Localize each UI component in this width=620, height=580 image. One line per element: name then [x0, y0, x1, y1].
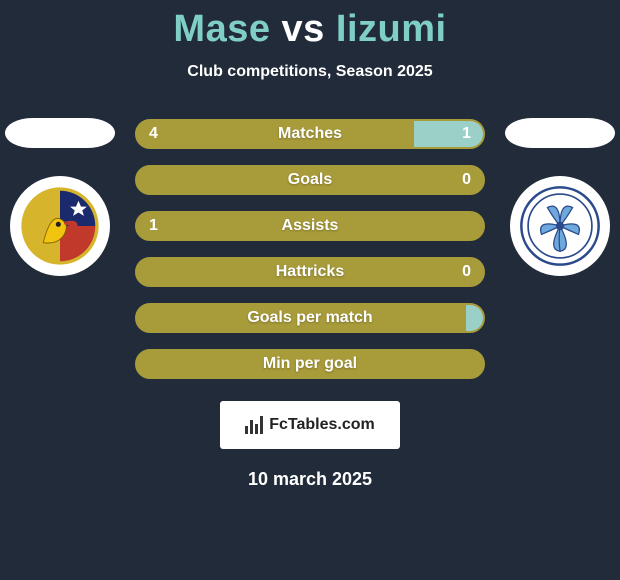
stats-container: 4 Matches 1 Goals 0 1 Assists Hattricks …: [135, 119, 485, 379]
stat-label: Goals: [137, 167, 483, 193]
stat-value-left: 4: [149, 121, 158, 147]
stat-label: Min per goal: [137, 351, 483, 377]
stat-value-left: 1: [149, 213, 158, 239]
mito-hollyhock-crest-icon: [518, 184, 602, 268]
watermark: FcTables.com: [220, 401, 400, 449]
stat-label: Matches: [137, 121, 483, 147]
player1-silhouette: [5, 118, 115, 148]
player2-name: Iizumi: [336, 8, 447, 50]
player1-club-crest: [10, 176, 110, 276]
stat-value-right: 0: [462, 167, 471, 193]
stat-row-min-per-goal: Min per goal: [135, 349, 485, 379]
bar-chart-icon: [245, 416, 265, 434]
watermark-text: FcTables.com: [269, 416, 375, 434]
player2-badge: [500, 118, 620, 276]
stat-row-assists: 1 Assists: [135, 211, 485, 241]
player1-badge: [0, 118, 120, 276]
stat-label: Hattricks: [137, 259, 483, 285]
stat-row-goals-per-match: Goals per match: [135, 303, 485, 333]
player2-club-crest: [510, 176, 610, 276]
stat-value-right: 0: [462, 259, 471, 285]
stat-row-matches: 4 Matches 1: [135, 119, 485, 149]
player2-silhouette: [505, 118, 615, 148]
stat-label: Goals per match: [137, 305, 483, 331]
footer-date: 10 march 2025: [0, 469, 620, 490]
player1-name: Mase: [173, 8, 270, 50]
vegalta-crest-icon: [18, 184, 102, 268]
title-vs: vs: [282, 8, 325, 50]
stat-row-goals: Goals 0: [135, 165, 485, 195]
subtitle: Club competitions, Season 2025: [0, 63, 620, 81]
stat-label: Assists: [137, 213, 483, 239]
comparison-title: Mase vs Iizumi: [0, 0, 620, 51]
stat-value-right: 1: [462, 121, 471, 147]
stat-row-hattricks: Hattricks 0: [135, 257, 485, 287]
